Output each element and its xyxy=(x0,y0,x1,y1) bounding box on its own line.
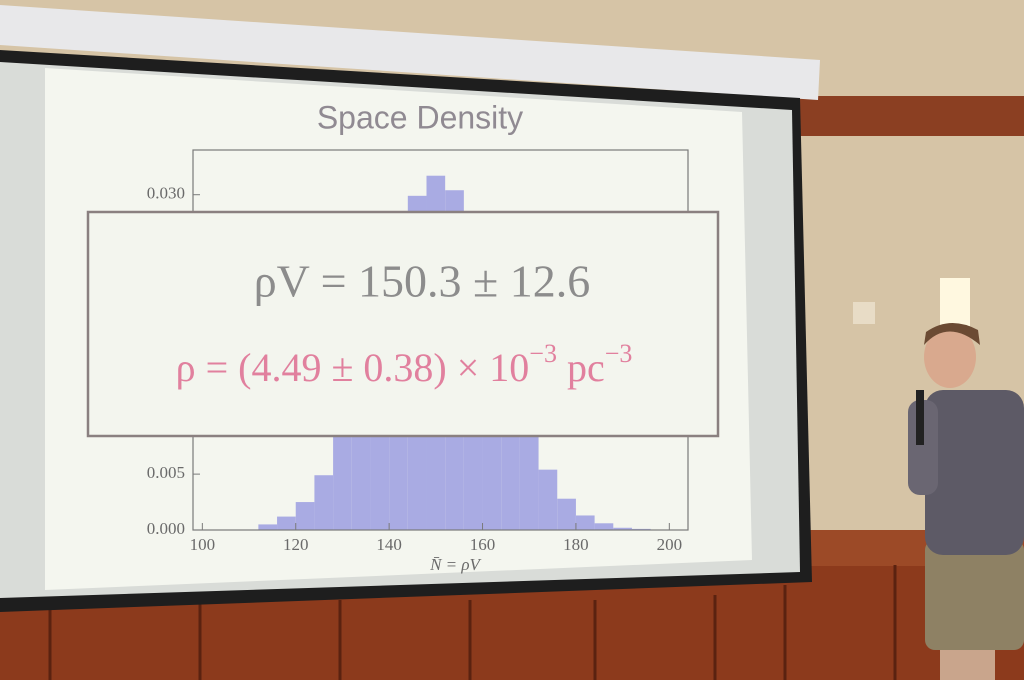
histogram-bar xyxy=(519,424,539,530)
histogram-bar xyxy=(594,523,614,530)
screen-housing xyxy=(0,5,820,100)
chart-title: Space Density xyxy=(317,99,523,135)
x-tick-label: 180 xyxy=(563,535,589,554)
density-formula: ρ = (4.49 ± 0.38) × 10−3 pc−3 xyxy=(176,339,633,390)
density-unit: pc xyxy=(567,345,605,390)
density-exponent: −3 xyxy=(529,339,557,368)
histogram-bar xyxy=(557,498,576,530)
histogram-bar xyxy=(333,432,352,530)
histogram-bar xyxy=(613,527,632,530)
estimate-formula: ρV = 150.3 ± 12.6 xyxy=(254,256,591,307)
y-tick-label: 0.005 xyxy=(147,463,185,482)
panel-seams xyxy=(48,565,897,680)
wall-trim xyxy=(790,96,1024,136)
density-base: ρ = (4.49 ± 0.38) × 10 xyxy=(176,345,530,390)
result-box xyxy=(86,210,720,438)
histogram-bar xyxy=(314,475,334,530)
speaker xyxy=(908,322,1024,680)
x-axis-label: N̄ = ρV xyxy=(429,555,482,574)
histogram-bar xyxy=(295,502,315,530)
y-tick-label: 0.030 xyxy=(147,184,185,203)
x-tick-label: 100 xyxy=(190,535,216,554)
x-tick-label: 160 xyxy=(470,535,496,554)
x-tick-label: 120 xyxy=(283,535,309,554)
wall-lamp xyxy=(940,278,970,326)
x-tick-label: 200 xyxy=(657,535,683,554)
density-unit-exponent: −3 xyxy=(605,339,633,368)
histogram-bar xyxy=(538,469,558,530)
x-tick-label: 140 xyxy=(376,535,402,554)
histogram-bar xyxy=(258,524,278,530)
histogram-bar xyxy=(575,515,595,530)
y-tick-label: 0.000 xyxy=(147,519,185,538)
histogram-bar xyxy=(277,516,296,530)
wall-plate xyxy=(853,302,875,324)
